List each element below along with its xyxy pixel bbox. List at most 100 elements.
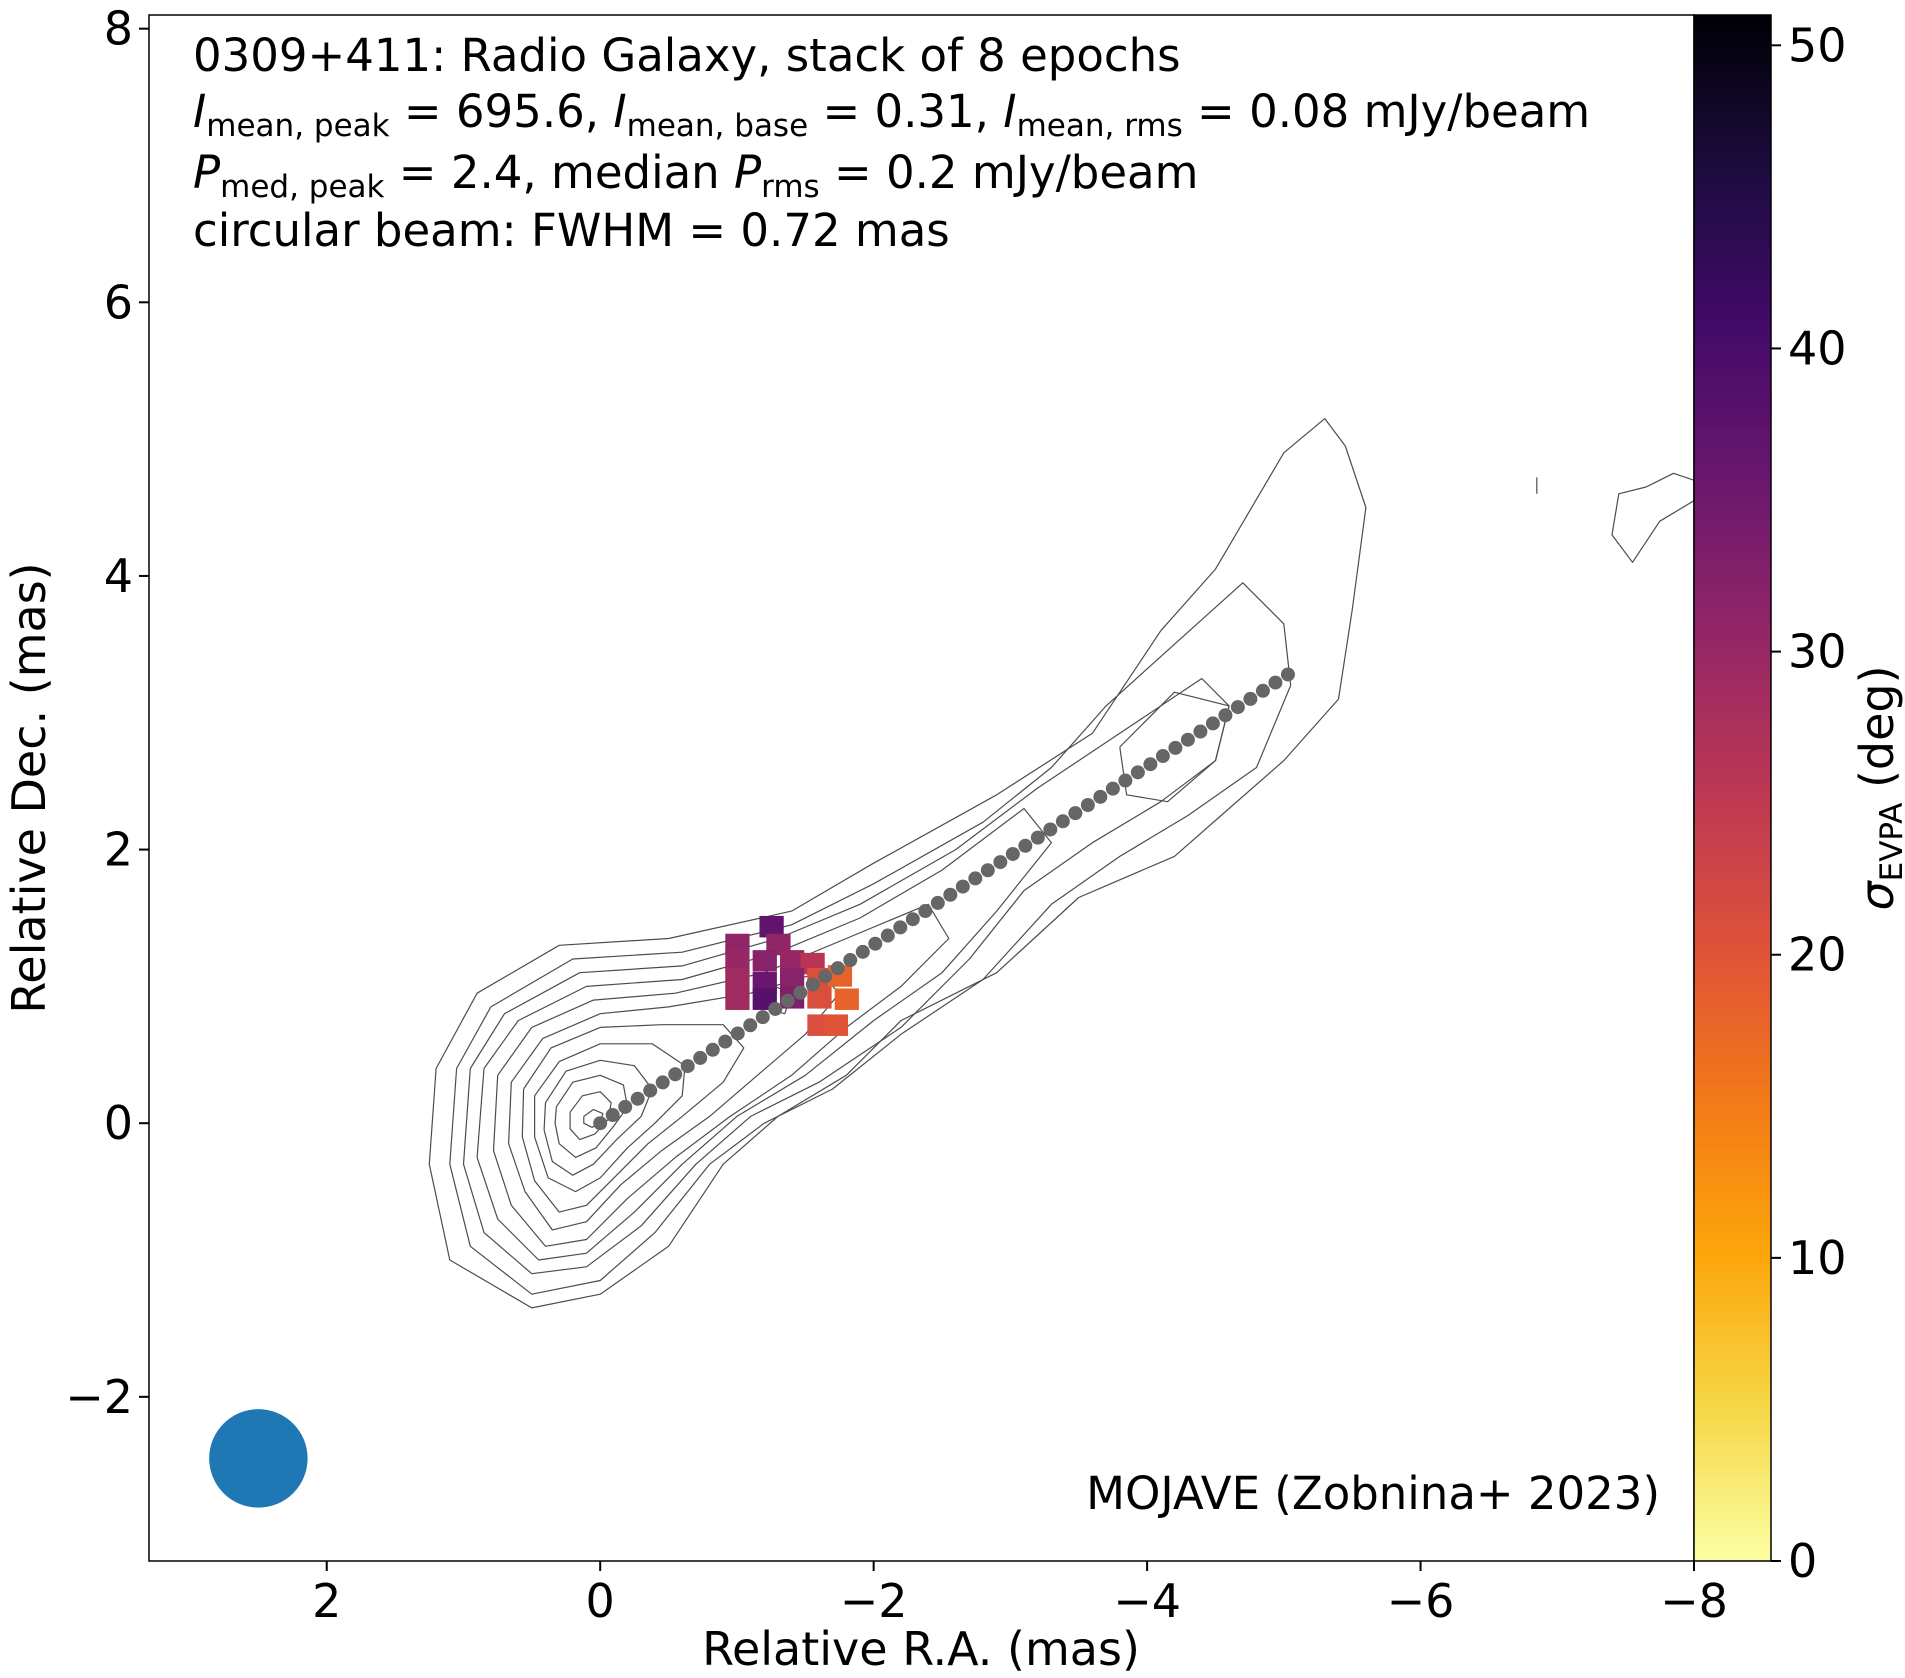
ridge-point [1268,675,1283,690]
title-sub-imean-rms: mean, rms [1017,108,1183,144]
contour-line [543,1059,653,1176]
evpa-pixel [823,1014,848,1036]
ridge-point [1155,749,1170,764]
ridge-point [955,879,970,894]
ridge-point [1080,797,1095,812]
y-tick-label: −2 [65,1370,133,1424]
title-sub-imean-base: mean, base [627,108,809,144]
ridge-point [918,904,933,919]
contour-line [521,1024,745,1213]
title-line-3: Pmed, peak = 2.4, median Prms = 0.2 mJy/… [193,146,1198,205]
ridge-point [655,1075,670,1090]
ridge-point [643,1083,658,1098]
ridge-point [805,977,820,992]
x-tick-label: 0 [586,1574,615,1628]
evpa-pixel [725,967,750,990]
ridge-point [630,1091,645,1106]
ridge-point [1055,814,1070,829]
title-line-2: Imean, peak = 695.6, Imean, base = 0.31,… [193,85,1590,144]
title-rest-imean-rms: = 0.08 mJy/beam [1183,85,1590,138]
evpa-pixel [725,950,750,972]
x-tick-label: 2 [312,1574,341,1628]
ridge-point [843,953,858,968]
ridge-point [943,887,958,902]
evpa-pixel [766,933,791,956]
ridge-point [743,1018,758,1033]
colorbar-title: σEVPA (deg) [1850,665,1905,910]
colorbar-title-symbol: σ [1850,880,1904,911]
ridge-point [1018,838,1033,853]
x-tick-label: −8 [1660,1574,1728,1628]
x-tick-label: −2 [840,1574,908,1628]
ridge-point [605,1108,620,1123]
title-sub-prms: rms [761,169,820,205]
ridge-line-layer [593,667,1295,1131]
y-tick-label: 6 [104,275,133,329]
y-axis: −2 0 2 4 6 8 [65,2,149,1424]
contour-layer [428,418,1694,1309]
ridge-point [1030,830,1045,845]
ridge-point [980,863,995,878]
title-rest-imean-base: = 0.31, [808,85,1003,138]
contour-line [1611,472,1694,563]
ridge-point [1043,822,1058,837]
ridge-point [793,985,808,1000]
ridge-point [818,969,833,984]
ridge-point [1180,732,1195,747]
ridge-point [730,1026,745,1041]
ridge-point [680,1059,695,1074]
title-line-1: 0309+411: Radio Galaxy, stack of 8 epoch… [193,29,1181,82]
ridge-point [668,1067,683,1082]
colorbar-tick-label: 50 [1788,18,1847,72]
ridge-point [1068,806,1083,821]
evpa-pixel [807,987,832,1009]
evpa-pixel [834,988,859,1010]
x-tick-label: −4 [1113,1574,1181,1628]
evpa-pixel [779,950,805,972]
ridge-point [830,961,845,976]
title-line-4: circular beam: FWHM = 0.72 mas [193,204,950,257]
ridge-point [993,855,1008,870]
colorbar-title-sub: EVPA [1874,803,1905,882]
colorbar-ticks: 0 10 20 30 40 50 [1771,18,1847,1588]
colorbar-frame [1693,14,1772,1562]
ridge-point [893,920,908,935]
evpa-pixel [752,972,777,994]
title-sub-imean-peak: mean, peak [206,108,389,144]
y-tick-label: 0 [104,1096,133,1150]
ridge-point [1118,773,1133,788]
y-axis-title: Relative Dec. (mas) [2,562,56,1013]
ridge-point [930,895,945,910]
contour-line [1119,691,1230,803]
ridge-point [1280,667,1295,682]
ridge-point [705,1042,720,1057]
x-axis: 2 0 −2 −4 −6 −8 [312,1561,1728,1628]
contour-line [462,677,1230,1275]
ridge-point [905,912,920,927]
contour-line [476,807,1052,1261]
colorbar-tick-label: 20 [1788,928,1847,982]
ridge-point [1143,757,1158,772]
ridge-point [1005,846,1020,861]
ridge-point [718,1034,733,1049]
ridge-point [880,928,895,943]
ridge-point [868,936,883,951]
ridge-point [1093,789,1108,804]
x-axis-title: Relative R.A. (mas) [702,1622,1140,1676]
x-tick-label: −6 [1387,1574,1455,1628]
colorbar-tick-label: 30 [1788,625,1847,679]
title-sym-imean-rms: I [1003,85,1016,138]
colorbar-tick-label: 0 [1788,1534,1817,1588]
ridge-point [1218,708,1233,723]
ridge-point [755,1010,770,1025]
y-tick-label: 8 [104,2,133,56]
colorbar-gradient [1694,15,1771,1561]
ridge-point [1168,740,1183,755]
contour-line [554,1074,629,1158]
title-rest-pmed-peak: = 2.4, median [385,146,734,199]
evpa-pixel [725,933,750,956]
ridge-point [780,993,795,1008]
colorbar-title-rest: (deg) [1850,665,1904,802]
colorbar: 0 10 20 30 40 50 σEVPA (deg) [1693,14,1905,1588]
